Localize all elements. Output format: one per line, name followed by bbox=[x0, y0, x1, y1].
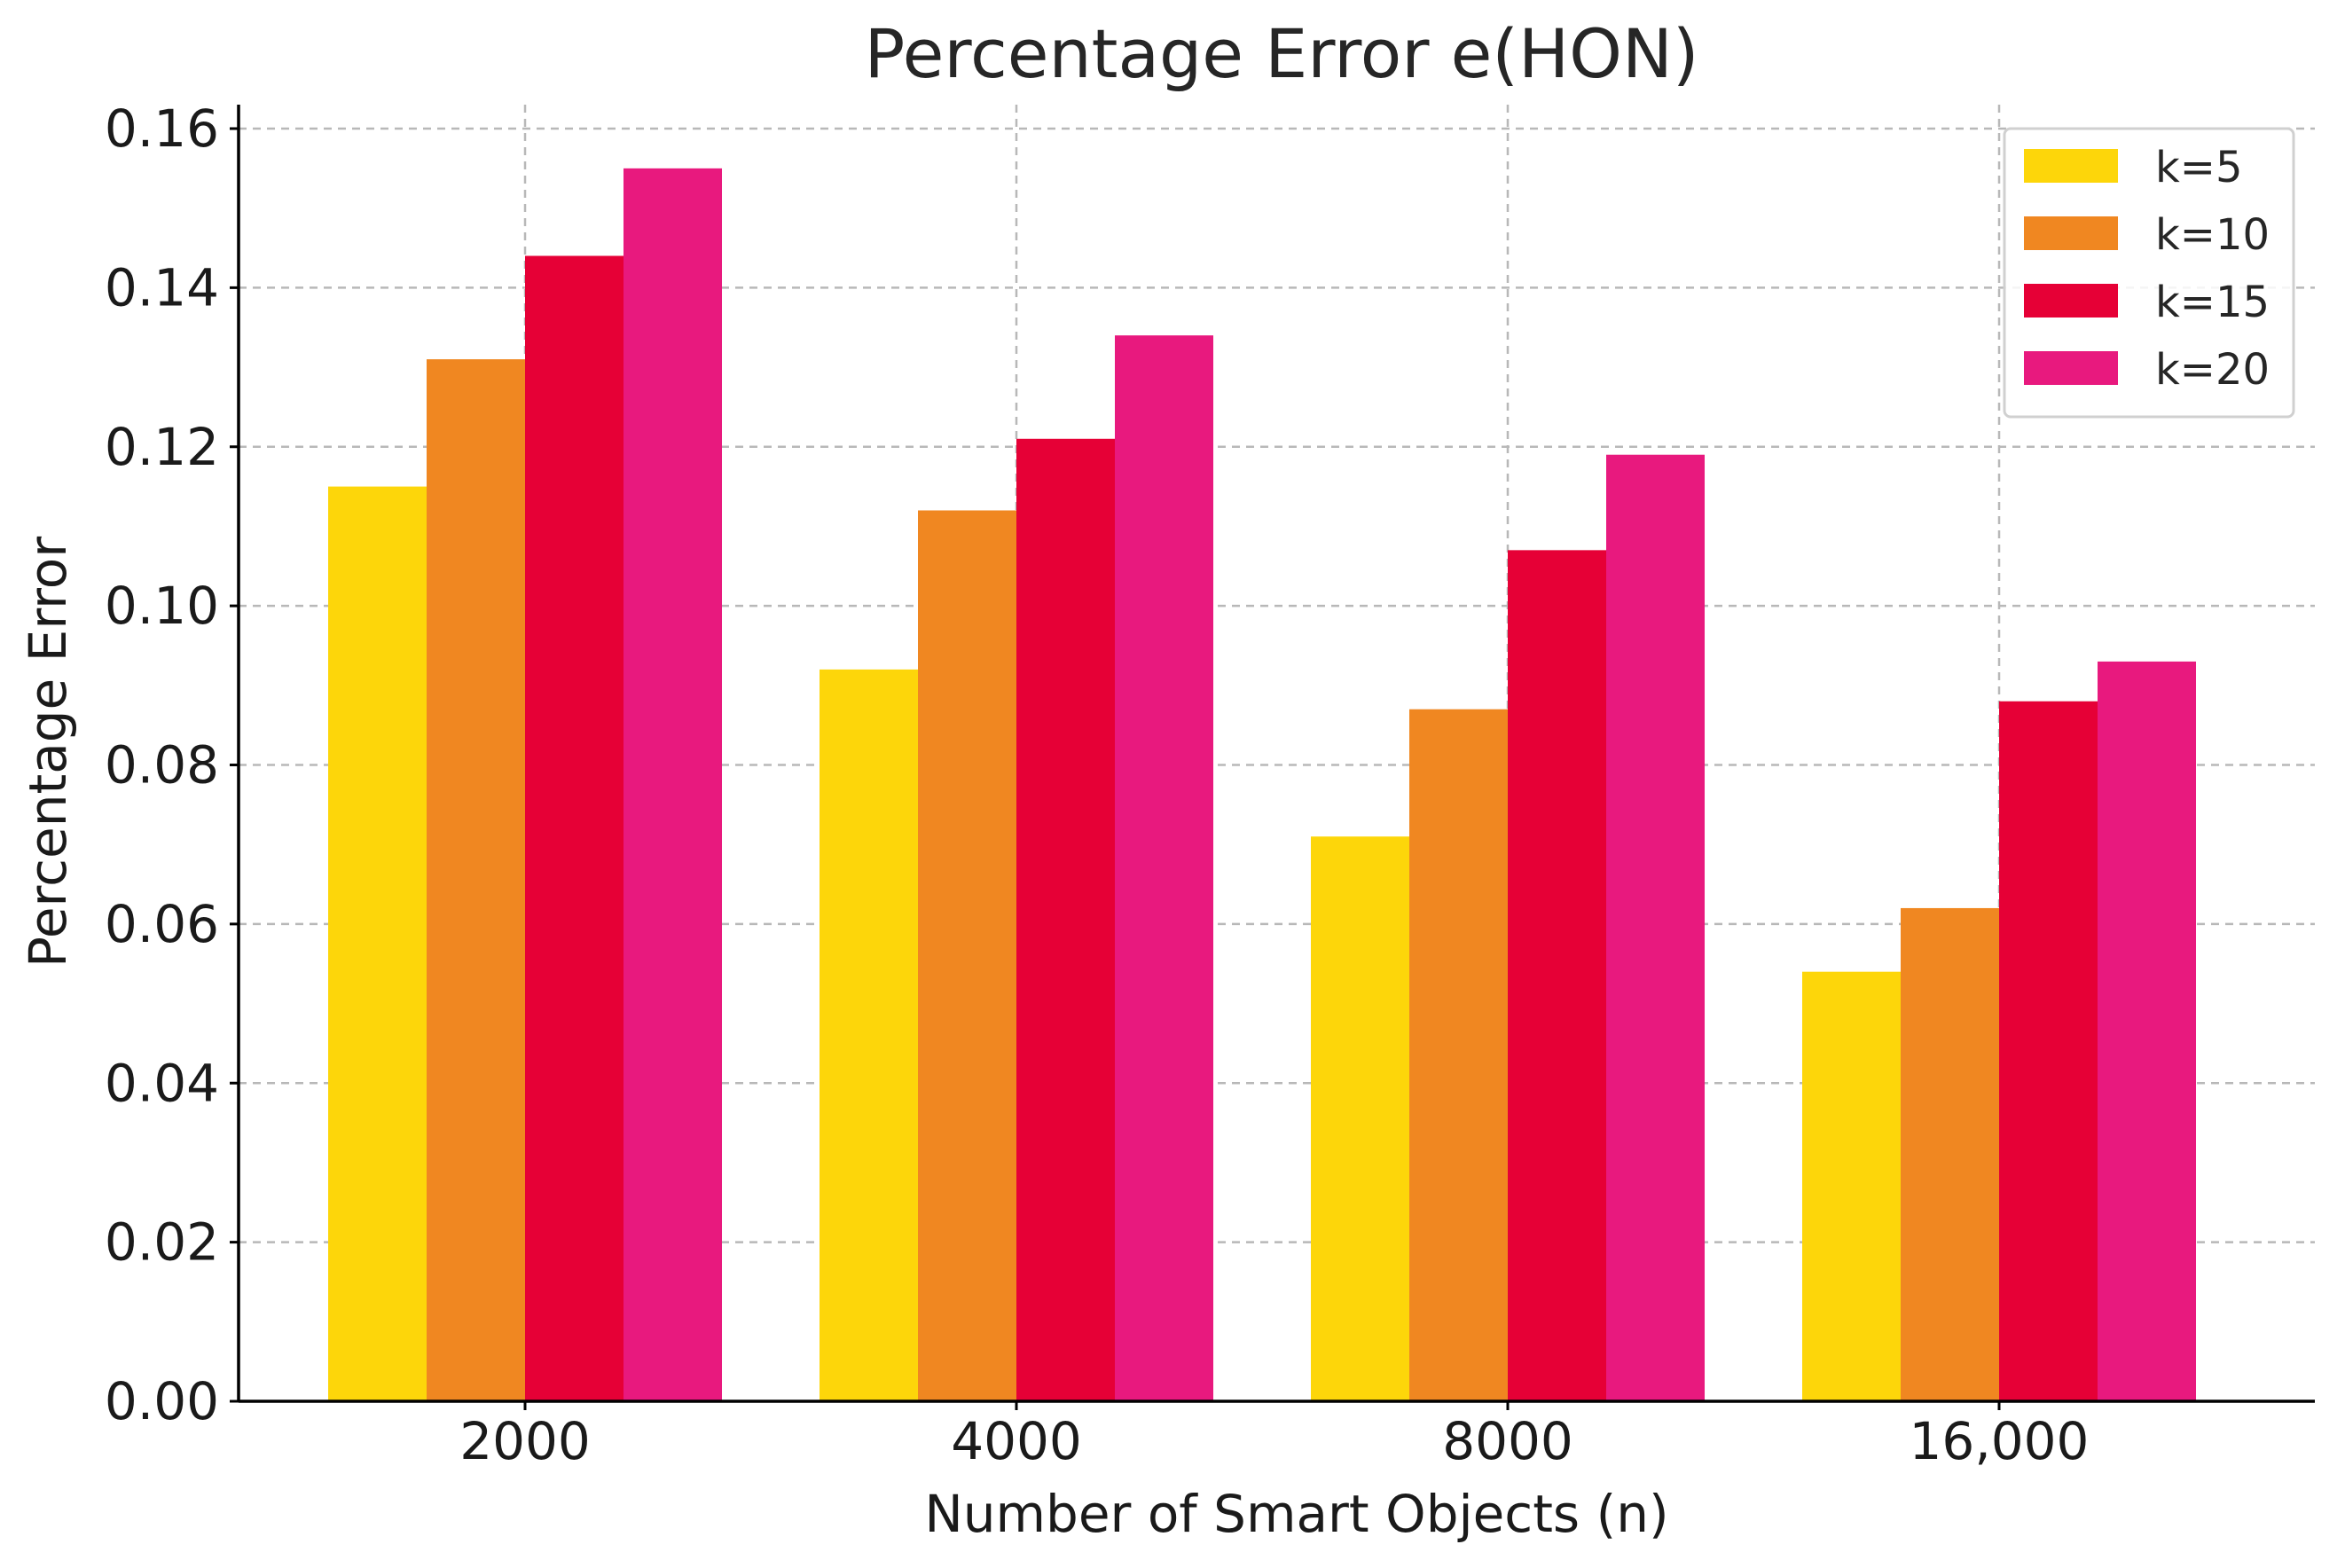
bar-k15-8000 bbox=[1508, 550, 1606, 1401]
y-tick-label: 0.12 bbox=[105, 417, 219, 477]
legend-swatch bbox=[2024, 284, 2118, 318]
legend-swatch bbox=[2024, 216, 2118, 250]
y-tick-label: 0.10 bbox=[105, 576, 219, 636]
bar-k5-4000 bbox=[820, 669, 918, 1401]
legend-swatch bbox=[2024, 351, 2118, 385]
bar-k20-4000 bbox=[1115, 335, 1213, 1401]
x-tick-label: 2000 bbox=[459, 1411, 591, 1471]
y-tick-label: 0.02 bbox=[105, 1212, 219, 1273]
y-tick-label: 0.08 bbox=[105, 735, 219, 796]
bars bbox=[328, 168, 2196, 1401]
x-tick-label: 16,000 bbox=[1910, 1411, 2090, 1471]
legend-box bbox=[2003, 127, 2295, 419]
bar-k15-4000 bbox=[1016, 438, 1115, 1401]
tick-labels: 0.00 0.02 0.04 0.06 0.08 0.10 0.12 0.14 0.16 2000… bbox=[105, 98, 2090, 1471]
bar-k10-2000 bbox=[427, 359, 525, 1401]
x-tick-label: 8000 bbox=[1442, 1411, 1573, 1471]
bar-k10-4000 bbox=[918, 510, 1016, 1401]
legend-label: k=5 bbox=[2155, 143, 2243, 192]
x-tick-label: 4000 bbox=[951, 1411, 1082, 1471]
legend-label: k=20 bbox=[2155, 345, 2270, 395]
legend: k=5 k=10 k=15 k=20 bbox=[2003, 127, 2295, 419]
bar-k20-2000 bbox=[624, 168, 722, 1401]
y-tick-label: 0.06 bbox=[105, 894, 219, 954]
y-axis-label: Percentage Error bbox=[18, 537, 78, 968]
axes bbox=[237, 105, 2315, 1403]
bar-k20-8000 bbox=[1606, 454, 1705, 1401]
y-tick-label: 0.16 bbox=[105, 98, 219, 159]
x-axis-label: Number of Smart Objects (n) bbox=[924, 1484, 1668, 1544]
y-tick-label: 0.14 bbox=[105, 257, 219, 318]
legend-swatch bbox=[2024, 149, 2118, 183]
bar-k5-8000 bbox=[1311, 836, 1409, 1401]
legend-label: k=15 bbox=[2155, 278, 2270, 327]
bar-k10-16000 bbox=[1901, 907, 1999, 1401]
legend-label: k=10 bbox=[2155, 210, 2270, 260]
y-tick-label: 0.00 bbox=[105, 1371, 219, 1431]
bar-k10-8000 bbox=[1409, 709, 1508, 1401]
bar-k5-16000 bbox=[1802, 971, 1901, 1401]
bar-k5-2000 bbox=[328, 486, 427, 1401]
bar-k15-16000 bbox=[1999, 701, 2098, 1401]
bar-k15-2000 bbox=[525, 255, 624, 1401]
chart-title: Percentage Error e(HON) bbox=[865, 14, 1699, 93]
y-tick-label: 0.04 bbox=[105, 1053, 219, 1113]
bar-k20-16000 bbox=[2098, 661, 2196, 1401]
